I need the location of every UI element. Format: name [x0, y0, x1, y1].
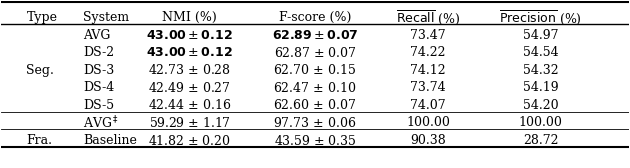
Text: F-score (%): F-score (%): [279, 11, 351, 24]
Text: $\mathbf{43.00} \pm \mathbf{0.12}$: $\mathbf{43.00} \pm \mathbf{0.12}$: [146, 29, 233, 42]
Text: NMI (%): NMI (%): [162, 11, 217, 24]
Text: 42.44 $\pm$ 0.16: 42.44 $\pm$ 0.16: [148, 98, 231, 113]
Text: $\overline{\mathrm{Recall}}$ (%): $\overline{\mathrm{Recall}}$ (%): [396, 9, 460, 27]
Text: DS-2: DS-2: [83, 46, 114, 59]
Text: 54.20: 54.20: [523, 99, 559, 112]
Text: 100.00: 100.00: [519, 116, 563, 130]
Text: DS-4: DS-4: [83, 81, 114, 94]
Text: Baseline: Baseline: [83, 134, 137, 147]
Text: 73.74: 73.74: [410, 81, 445, 94]
Text: 73.47: 73.47: [410, 29, 445, 42]
Text: Type: Type: [26, 11, 57, 24]
Text: 62.60 $\pm$ 0.07: 62.60 $\pm$ 0.07: [273, 98, 357, 113]
Text: 74.22: 74.22: [410, 46, 445, 59]
Text: 62.70 $\pm$ 0.15: 62.70 $\pm$ 0.15: [273, 64, 357, 77]
Text: 54.32: 54.32: [523, 64, 559, 77]
Text: 74.07: 74.07: [410, 99, 445, 112]
Text: DS-5: DS-5: [83, 99, 114, 112]
Text: System: System: [83, 11, 129, 24]
Text: 43.59 $\pm$ 0.35: 43.59 $\pm$ 0.35: [274, 134, 356, 148]
Text: 54.54: 54.54: [523, 46, 559, 59]
Text: Seg.: Seg.: [26, 64, 54, 77]
Text: AVG$^\ddagger$: AVG$^\ddagger$: [83, 115, 119, 131]
Text: $\mathbf{62.89} \pm \mathbf{0.07}$: $\mathbf{62.89} \pm \mathbf{0.07}$: [272, 29, 358, 42]
Text: 62.47 $\pm$ 0.10: 62.47 $\pm$ 0.10: [273, 81, 357, 95]
Text: 54.97: 54.97: [523, 29, 559, 42]
Text: 42.49 $\pm$ 0.27: 42.49 $\pm$ 0.27: [148, 81, 231, 95]
Text: 54.19: 54.19: [523, 81, 559, 94]
Text: 62.87 $\pm$ 0.07: 62.87 $\pm$ 0.07: [273, 46, 357, 60]
Text: DS-3: DS-3: [83, 64, 114, 77]
Text: 74.12: 74.12: [410, 64, 445, 77]
Text: $\overline{\mathrm{Precision}}$ (%): $\overline{\mathrm{Precision}}$ (%): [500, 9, 582, 27]
Text: 90.38: 90.38: [410, 134, 446, 147]
Text: Fra.: Fra.: [26, 134, 52, 147]
Text: 42.73 $\pm$ 0.28: 42.73 $\pm$ 0.28: [148, 64, 231, 77]
Text: 41.82 $\pm$ 0.20: 41.82 $\pm$ 0.20: [148, 134, 231, 148]
Text: 28.72: 28.72: [523, 134, 559, 147]
Text: 97.73 $\pm$ 0.06: 97.73 $\pm$ 0.06: [273, 116, 357, 130]
Text: $\mathbf{43.00} \pm \mathbf{0.12}$: $\mathbf{43.00} \pm \mathbf{0.12}$: [146, 46, 233, 59]
Text: 59.29 $\pm$ 1.17: 59.29 $\pm$ 1.17: [149, 116, 231, 130]
Text: 100.00: 100.00: [406, 116, 450, 130]
Text: AVG: AVG: [83, 29, 110, 42]
